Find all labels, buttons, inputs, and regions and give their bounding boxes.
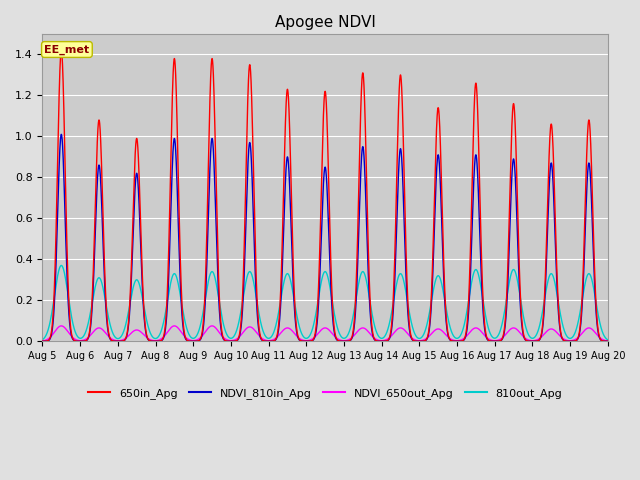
Text: EE_met: EE_met: [44, 44, 90, 55]
Legend: 650in_Apg, NDVI_810in_Apg, NDVI_650out_Apg, 810out_Apg: 650in_Apg, NDVI_810in_Apg, NDVI_650out_A…: [83, 384, 567, 403]
Title: Apogee NDVI: Apogee NDVI: [275, 15, 376, 30]
